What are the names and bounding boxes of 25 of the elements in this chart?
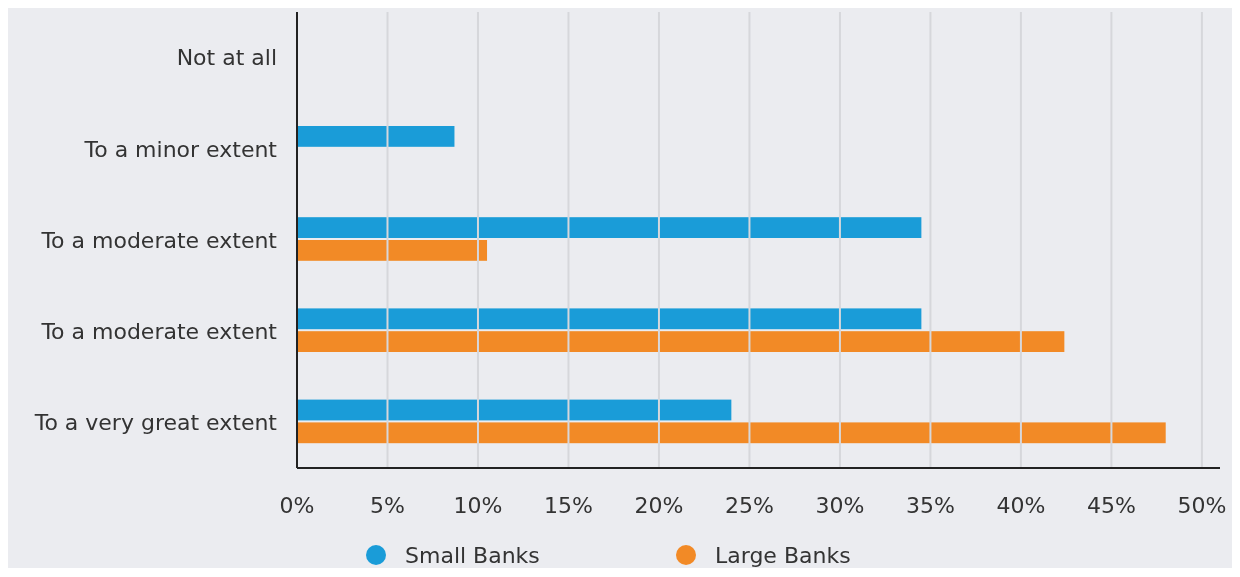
x-tick-label: 5%: [370, 493, 405, 518]
x-tick-label: 45%: [1086, 493, 1136, 518]
x-tick-label: 30%: [815, 493, 865, 518]
bar: [297, 308, 922, 330]
legend-label: Small Banks: [405, 542, 540, 568]
y-tick-label: To a moderate extent: [40, 318, 278, 344]
x-tick-label: 10%: [453, 493, 503, 518]
bar: [297, 331, 1065, 352]
x-tick-label: 50%: [1177, 493, 1227, 518]
x-tick-label: 25%: [725, 493, 774, 518]
x-tick-label: 35%: [905, 493, 955, 518]
bar: [297, 422, 1166, 444]
bar: [297, 126, 455, 147]
x-tick-label: 0%: [279, 493, 315, 518]
y-tick-label: To a minor extent: [83, 136, 278, 162]
legend-label: Large Banks: [715, 542, 851, 568]
x-tick-label: 20%: [634, 493, 684, 518]
bar: [297, 399, 732, 421]
bar: [297, 217, 922, 238]
x-tick-label: 40%: [996, 493, 1046, 518]
x-tick-label: 15%: [544, 493, 593, 518]
y-tick-label: Not at all: [176, 45, 277, 71]
y-tick-label: To a very great extent: [33, 410, 278, 436]
y-tick-label: To a moderate extent: [40, 227, 278, 253]
bar: [297, 240, 488, 261]
